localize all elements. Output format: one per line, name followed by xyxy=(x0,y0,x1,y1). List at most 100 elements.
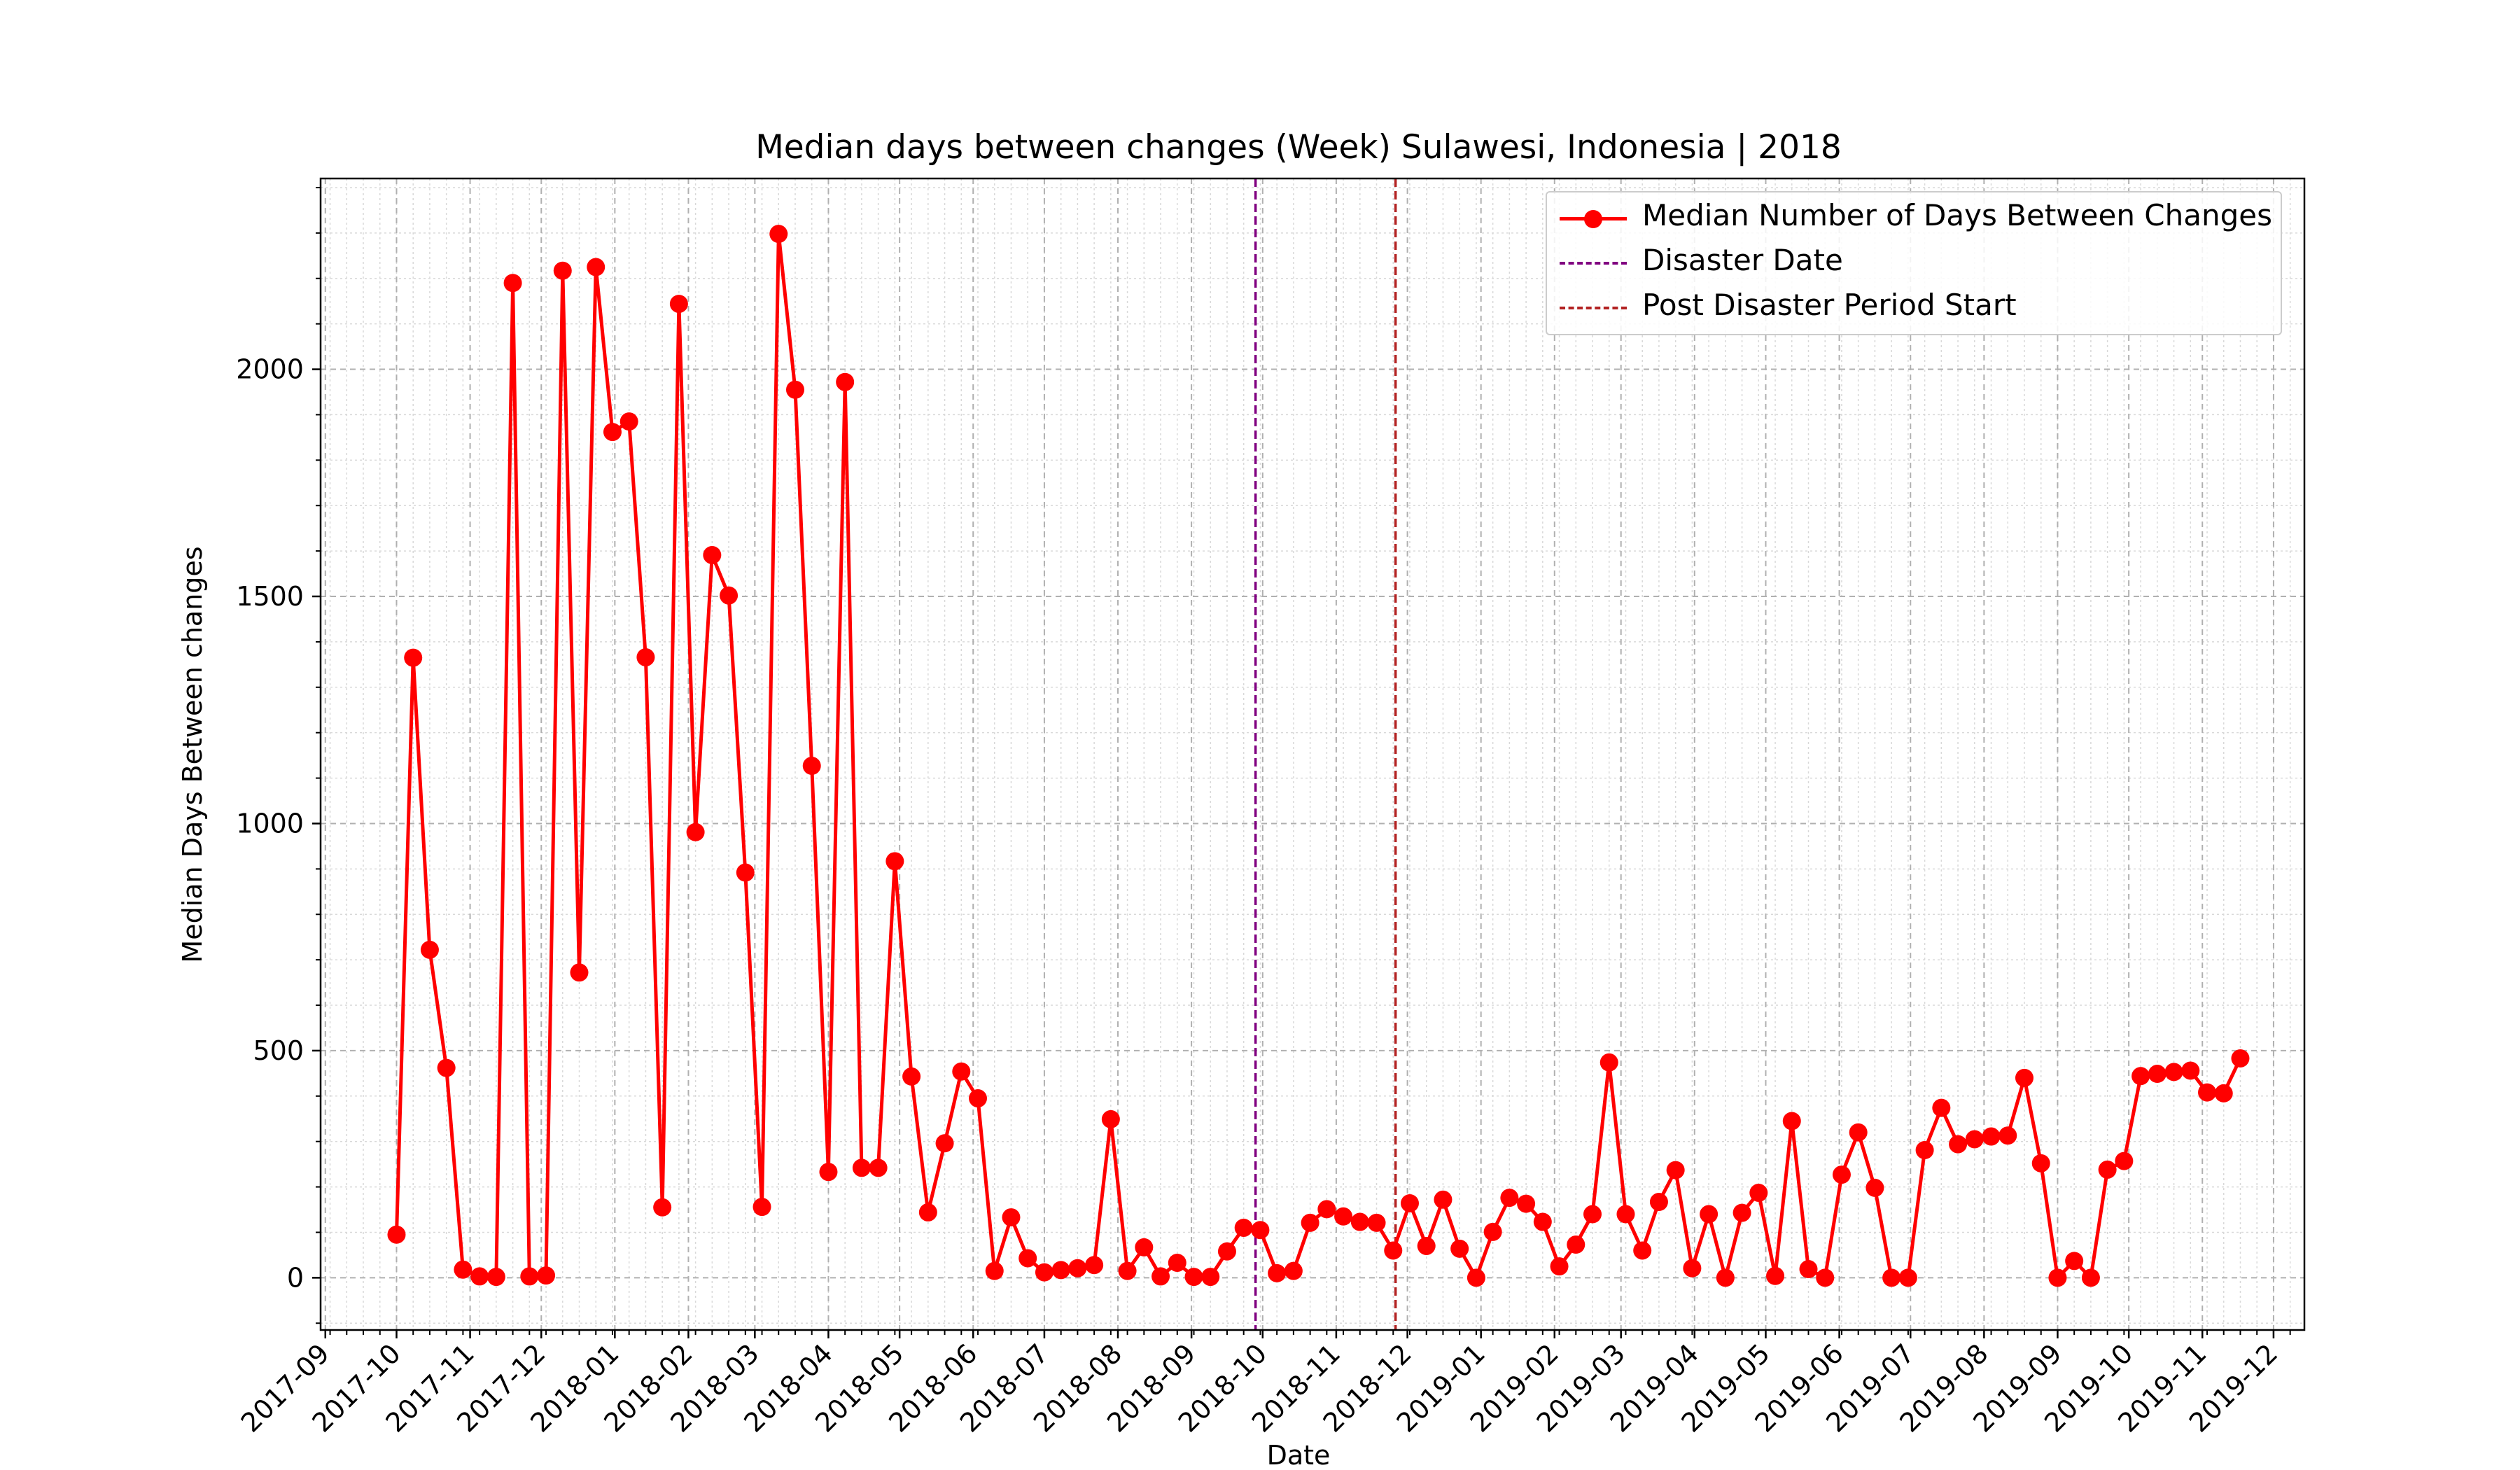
legend-label-post-disaster: Post Disaster Period Start xyxy=(1642,288,2017,322)
data-point xyxy=(1517,1194,1536,1213)
data-point xyxy=(2048,1268,2067,1287)
data-point xyxy=(1417,1236,1436,1255)
data-point xyxy=(669,295,688,314)
data-point xyxy=(1832,1166,1851,1184)
data-point xyxy=(819,1163,838,1182)
plot-area-frame xyxy=(319,177,2306,1331)
data-point xyxy=(703,545,722,564)
data-point xyxy=(1616,1205,1635,1224)
data-point xyxy=(1583,1205,1602,1224)
legend-marker-swatch xyxy=(1584,210,1602,228)
chart-title: Median days between changes (Week) Sulaw… xyxy=(755,128,1842,167)
data-point xyxy=(1350,1212,1369,1231)
data-point xyxy=(437,1058,456,1077)
data-point xyxy=(785,380,804,399)
data-point xyxy=(1567,1236,1586,1254)
data-point xyxy=(2065,1252,2084,1270)
legend-dashed-swatch xyxy=(1560,262,1627,265)
data-point xyxy=(752,1198,771,1217)
data-point xyxy=(1533,1212,1552,1231)
data-point xyxy=(852,1158,871,1177)
data-series xyxy=(387,225,2250,1287)
data-point xyxy=(802,757,821,776)
data-point xyxy=(2132,1067,2150,1086)
data-point xyxy=(1168,1253,1186,1272)
y-tick-label: 500 xyxy=(253,1035,304,1066)
data-point xyxy=(2181,1061,2200,1080)
data-point xyxy=(1284,1261,1303,1280)
data-point xyxy=(1716,1268,1735,1287)
data-point xyxy=(886,852,904,871)
chart-legend: Median Number of Days Between Changes Di… xyxy=(1546,191,2282,335)
data-point xyxy=(1649,1193,1668,1212)
y-tick-label: 2000 xyxy=(236,354,304,385)
y-tick-label: 1000 xyxy=(236,808,304,839)
data-point xyxy=(1400,1194,1419,1212)
data-point xyxy=(2098,1160,2117,1179)
data-point xyxy=(2164,1063,2183,1082)
data-point xyxy=(1450,1239,1469,1258)
data-point xyxy=(1201,1268,1220,1287)
data-point xyxy=(1217,1242,1236,1261)
data-point xyxy=(420,940,439,959)
data-point xyxy=(1700,1205,1718,1224)
data-point xyxy=(918,1203,937,1222)
data-point xyxy=(720,586,738,605)
data-point xyxy=(1915,1141,1934,1160)
data-point xyxy=(1466,1268,1485,1287)
data-point xyxy=(1234,1218,1253,1237)
data-point xyxy=(1334,1207,1353,1226)
data-point xyxy=(387,1225,406,1244)
data-point xyxy=(454,1260,472,1279)
data-point xyxy=(1018,1249,1037,1268)
legend-entry-post-disaster: Post Disaster Period Start xyxy=(1547,286,2281,330)
data-point xyxy=(1882,1268,1901,1287)
data-point xyxy=(1051,1261,1070,1280)
data-point xyxy=(2231,1049,2250,1068)
data-point xyxy=(1550,1257,1569,1276)
y-tick-label: 0 xyxy=(287,1262,304,1293)
y-axis: 0 500 1000 1500 2000 xyxy=(236,186,321,1324)
series-line xyxy=(395,232,2242,1280)
data-point xyxy=(2015,1068,2033,1087)
data-point xyxy=(1633,1241,1652,1260)
data-point xyxy=(470,1267,489,1286)
data-point xyxy=(570,963,589,982)
data-point xyxy=(1268,1264,1287,1282)
data-point xyxy=(653,1198,672,1217)
data-point xyxy=(1749,1184,1768,1203)
data-point xyxy=(1035,1263,1054,1282)
legend-dashed-swatch xyxy=(1560,307,1627,309)
data-point xyxy=(769,225,788,244)
data-point xyxy=(1085,1256,1104,1275)
data-point xyxy=(1184,1268,1203,1287)
data-point xyxy=(2031,1154,2050,1172)
data-point xyxy=(1982,1127,2001,1146)
data-point xyxy=(1998,1126,2017,1145)
data-point xyxy=(503,274,522,293)
legend-label-series: Median Number of Days Between Changes xyxy=(1642,198,2272,232)
data-point xyxy=(1965,1130,1984,1149)
legend-label-disaster-date: Disaster Date xyxy=(1642,243,1843,277)
data-point xyxy=(620,412,638,431)
data-point xyxy=(2081,1268,2100,1287)
data-point xyxy=(1600,1053,1618,1072)
data-point xyxy=(836,372,855,391)
data-point xyxy=(1799,1260,1818,1279)
data-point xyxy=(985,1261,1004,1280)
data-point xyxy=(2148,1065,2166,1084)
data-point xyxy=(736,863,755,882)
data-point xyxy=(1002,1208,1021,1227)
minor-grid xyxy=(321,178,2304,1330)
data-point xyxy=(686,822,705,841)
reference-lines xyxy=(1254,178,1397,1330)
data-point xyxy=(1101,1110,1120,1128)
y-tick-label: 1500 xyxy=(236,581,304,612)
data-point xyxy=(1317,1200,1336,1219)
data-point xyxy=(1434,1190,1452,1209)
data-point xyxy=(935,1134,954,1153)
data-point xyxy=(1683,1259,1702,1278)
legend-entry-series: Median Number of Days Between Changes xyxy=(1547,197,2281,240)
y-axis-label: Median Days Between changes xyxy=(177,546,208,962)
data-point xyxy=(1367,1213,1386,1232)
